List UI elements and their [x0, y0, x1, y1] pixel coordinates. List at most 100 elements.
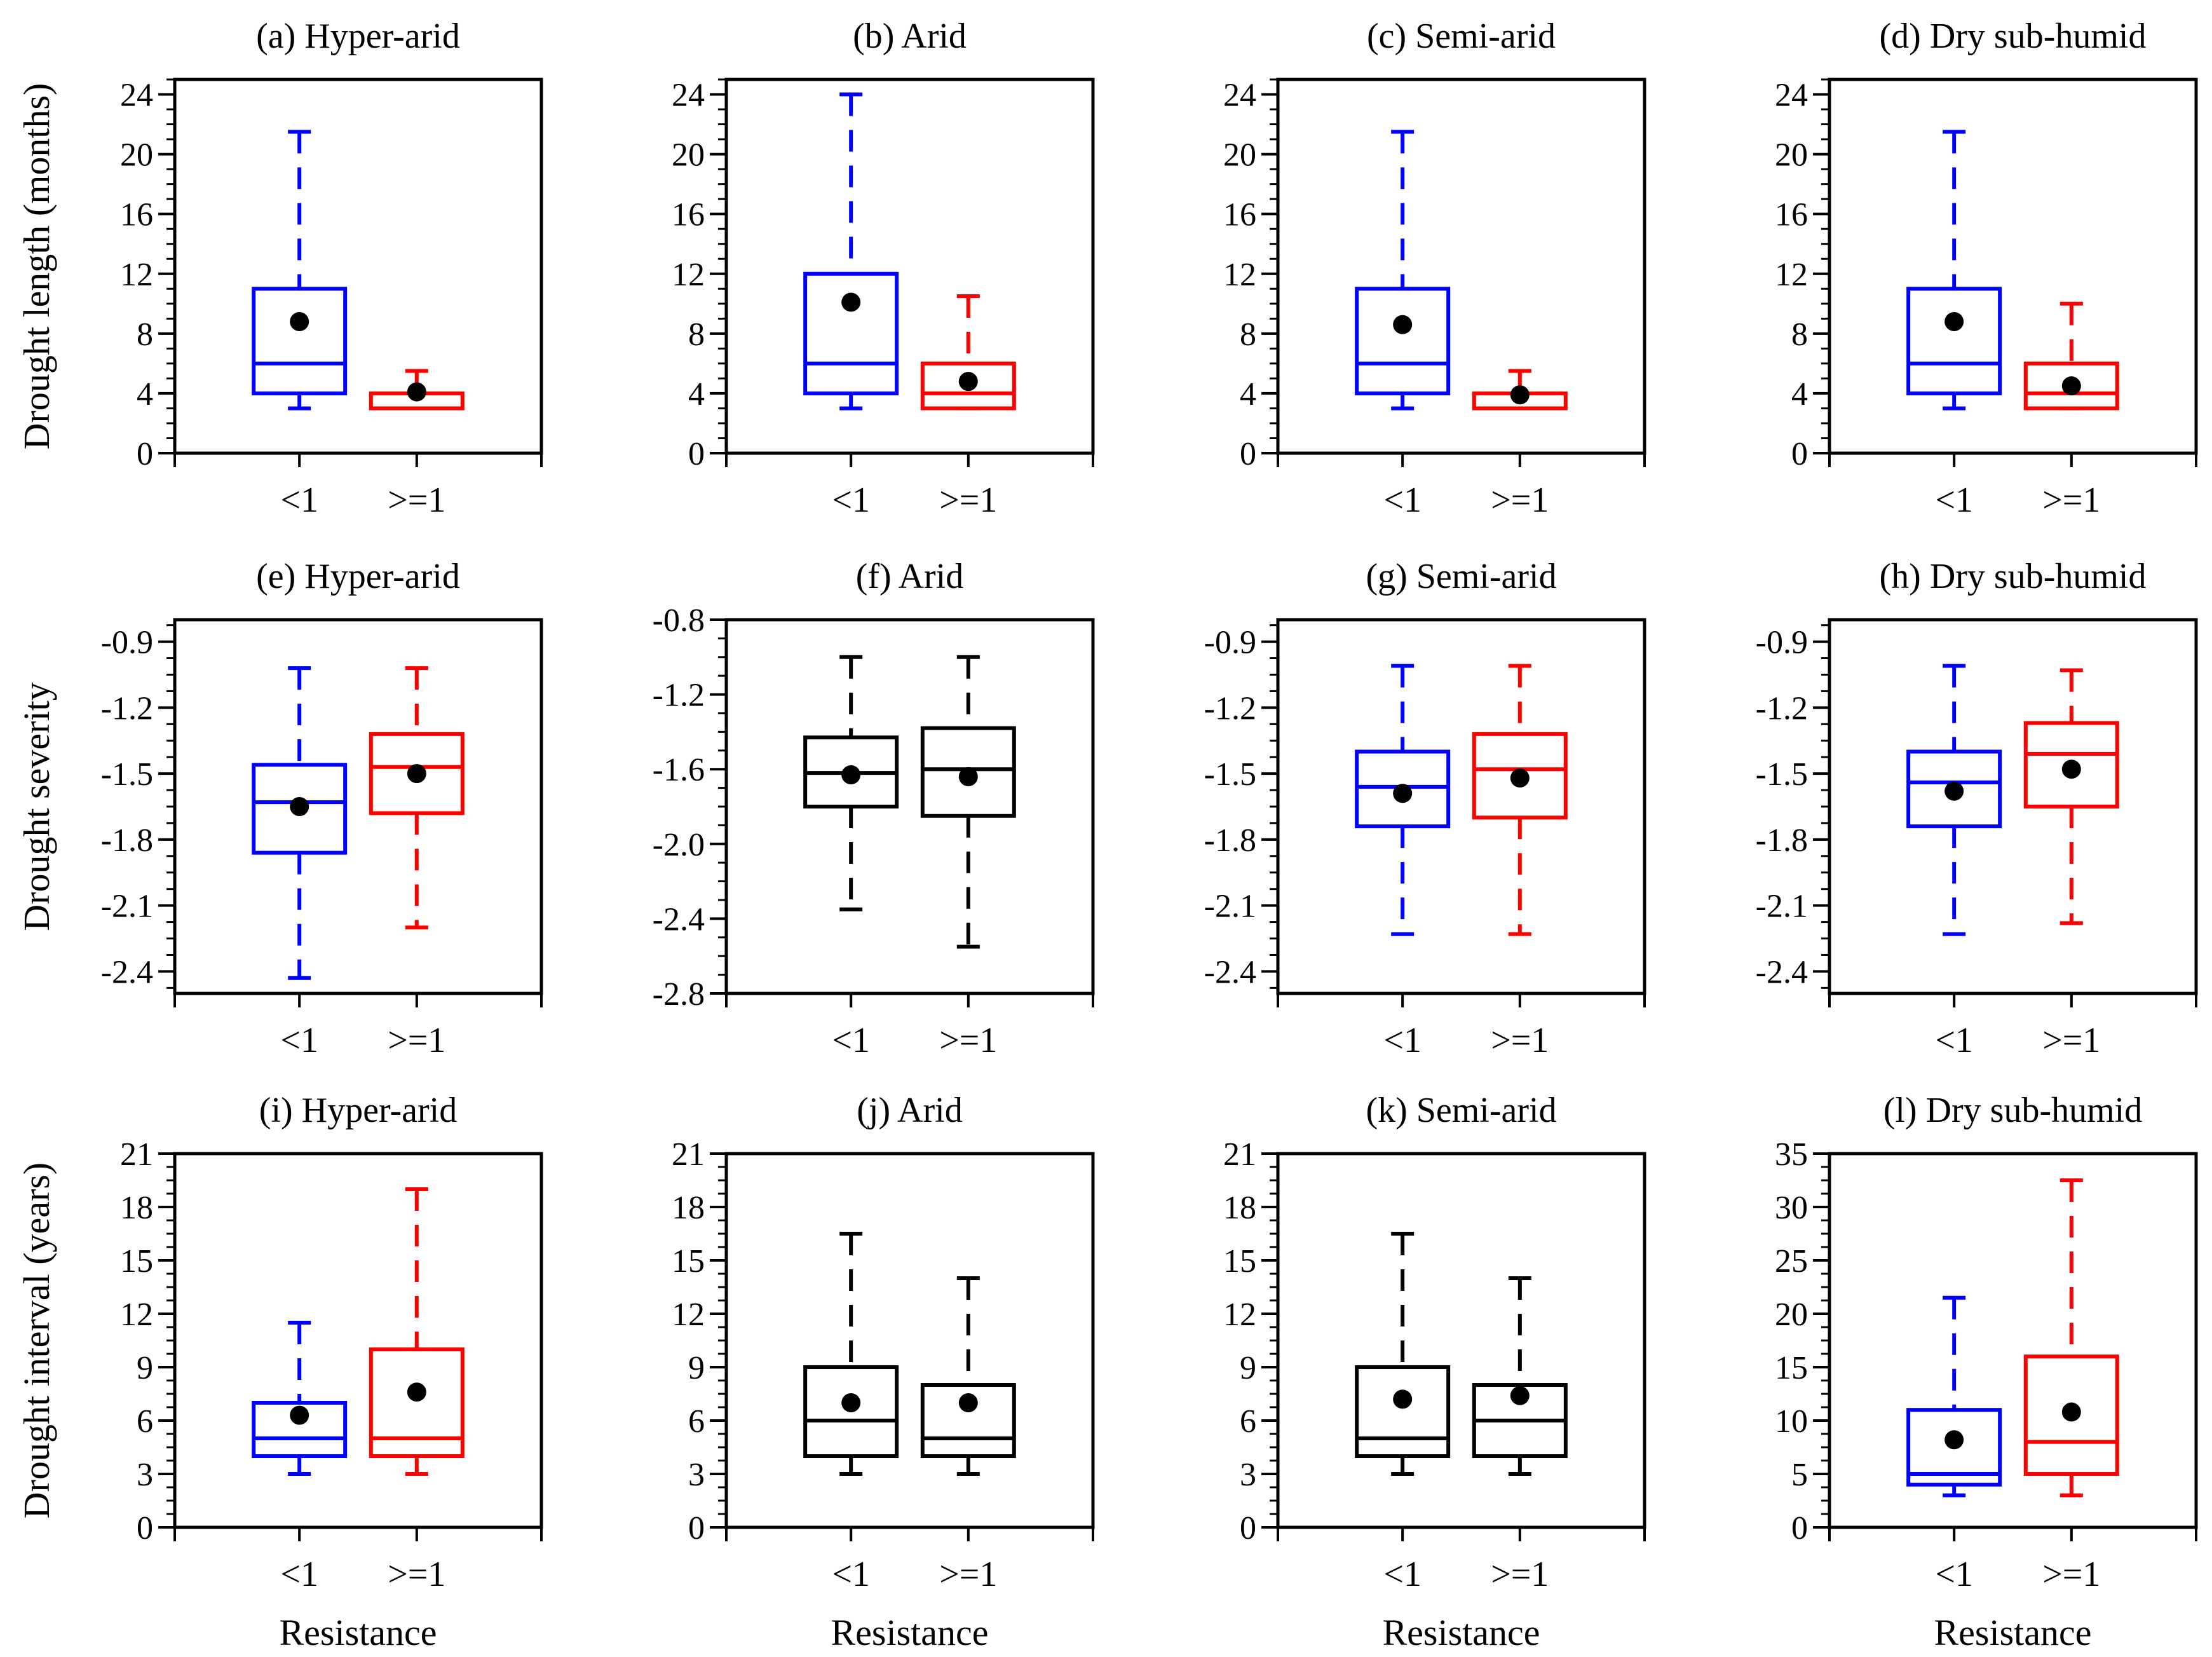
box-iqr	[252, 287, 348, 395]
y-tick-label: -2.4	[653, 901, 705, 938]
panel-title: (d) Dry sub-humid	[1880, 17, 2147, 56]
x-axis-label: Resistance	[1934, 1612, 2091, 1653]
category-label: >=1	[939, 1555, 997, 1594]
y-tick-label: 18	[672, 1190, 705, 1226]
y-tick-label: -1.2	[653, 678, 705, 714]
y-tick-label: 20	[1775, 1297, 1808, 1333]
mean-dot	[841, 765, 861, 785]
category-label: >=1	[388, 481, 445, 520]
panel-k: (k) Semi-arid 0 3 6 9 12 15 18 21 <1 >=1 Resistance	[1223, 1091, 1646, 1653]
category-label: >=1	[1491, 1555, 1549, 1594]
category-label: <1	[1383, 1555, 1422, 1594]
y-tick-label: -1.5	[1204, 756, 1256, 793]
y-tick-label: -0.9	[101, 625, 153, 661]
y-tick-label: 12	[1775, 257, 1808, 293]
y-tick-label: 3	[688, 1457, 705, 1493]
box-iqr	[2023, 361, 2119, 411]
y-tick-label: 4	[688, 376, 705, 413]
y-tick-label: 0	[688, 1510, 705, 1546]
y-tick-label: 25	[1775, 1243, 1808, 1279]
box-iqr	[1906, 1408, 2002, 1487]
y-tick-label: -0.9	[1756, 625, 1808, 661]
y-tick-label: -2.4	[101, 954, 153, 990]
category-label: >=1	[939, 1021, 997, 1060]
y-tick-label: 9	[1240, 1350, 1256, 1386]
mean-dot	[958, 372, 978, 392]
y-tick-label: 6	[137, 1403, 153, 1440]
mean-dot	[1510, 385, 1530, 405]
mean-dot	[1944, 781, 1964, 801]
plot-frame	[1828, 1152, 2198, 1529]
y-tick-label: -1.6	[653, 752, 705, 788]
y-tick-label: 10	[1775, 1403, 1808, 1440]
box-iqr	[1906, 287, 2002, 395]
mean-dot	[2061, 760, 2081, 779]
y-tick-label: 6	[1240, 1403, 1256, 1440]
box->=1	[1472, 664, 1568, 936]
mean-dot	[1510, 768, 1530, 788]
box->=1	[1472, 369, 1568, 411]
y-tick-label: 4	[137, 376, 153, 413]
category-label: <1	[280, 1021, 318, 1060]
box->=1	[369, 666, 465, 930]
box->=1	[1472, 1276, 1568, 1476]
category-label: <1	[832, 1555, 870, 1594]
box-iqr	[252, 763, 348, 855]
plot-frame	[724, 618, 1095, 995]
y-tick-label: 4	[1240, 376, 1256, 413]
y-tick-label: -1.8	[1204, 822, 1256, 859]
y-tick-label: 20	[672, 137, 705, 174]
y-tick-label: -1.2	[1756, 690, 1808, 726]
box-iqr	[1472, 732, 1568, 820]
y-tick-label: 6	[688, 1403, 705, 1440]
mean-dot	[1393, 315, 1413, 334]
box-<1	[803, 92, 899, 411]
plot-frame	[1276, 78, 1646, 455]
y-tick-label: 0	[137, 436, 153, 472]
box-iqr	[920, 726, 1016, 818]
plot-frame	[1828, 618, 2198, 995]
box-iqr	[369, 1347, 465, 1458]
y-tick-label: 20	[1775, 137, 1808, 174]
y-tick-label: 4	[1791, 376, 1808, 413]
y-tick-label: -0.9	[1204, 625, 1256, 661]
mean-dot	[1944, 312, 1964, 332]
panel-title: (k) Semi-arid	[1366, 1091, 1556, 1130]
panel-title: (b) Arid	[853, 17, 967, 56]
box-iqr	[2023, 1354, 2119, 1476]
y-tick-label: 8	[688, 317, 705, 353]
mean-dot	[1393, 1389, 1413, 1409]
y-tick-label: -2.1	[1204, 889, 1256, 925]
plot-frame	[173, 618, 543, 995]
plot-frame	[724, 78, 1095, 455]
mean-dot	[290, 1405, 309, 1425]
mean-dot	[1510, 1386, 1530, 1405]
box-<1	[803, 1232, 899, 1476]
mean-dot	[841, 1393, 861, 1412]
box-iqr	[1355, 749, 1451, 829]
panel-title: (e) Hyper-arid	[256, 557, 460, 596]
panel-e: (e) Hyper-arid -0.9 -1.2 -1.5 -1.8 -2.1 -2.4 <1…	[16, 557, 543, 1060]
plot-frame	[1276, 618, 1646, 995]
box-<1	[1355, 130, 1451, 411]
y-tick-label: 9	[137, 1350, 153, 1386]
panel-d: (d) Dry sub-humid 0 4 8 12 16 20 24 <1 >=1	[1775, 17, 2198, 520]
y-tick-label: -1.5	[101, 756, 153, 793]
y-tick-label: 20	[120, 137, 153, 174]
y-tick-label: 9	[688, 1350, 705, 1386]
plot-frame	[724, 1152, 1095, 1529]
category-label: >=1	[939, 481, 997, 520]
category-label: >=1	[2042, 481, 2100, 520]
box-<1	[1906, 1295, 2002, 1497]
y-tick-label: 21	[672, 1136, 705, 1173]
y-tick-label: 8	[1240, 317, 1256, 353]
y-tick-label: 20	[1223, 137, 1256, 174]
y-tick-label: 35	[1775, 1136, 1808, 1173]
box-<1	[1906, 130, 2002, 411]
box-<1	[252, 1321, 348, 1476]
y-axis-label: Drought severity	[16, 682, 57, 931]
box->=1	[2023, 668, 2119, 925]
box-iqr	[369, 732, 465, 815]
mean-dot	[958, 767, 978, 786]
